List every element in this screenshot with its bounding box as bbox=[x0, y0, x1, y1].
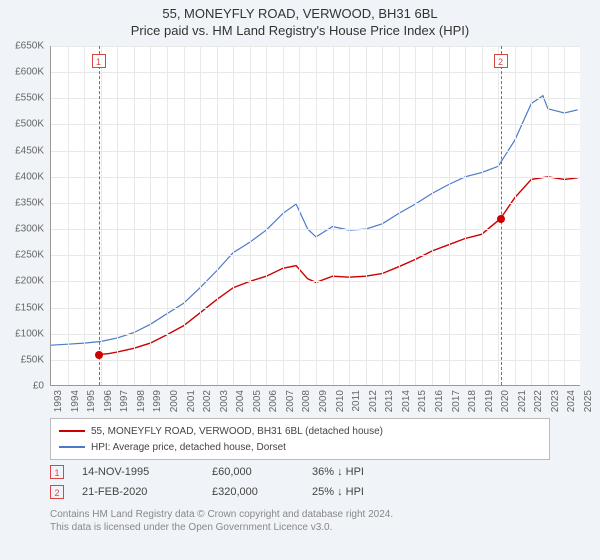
ytick-label: £150K bbox=[0, 302, 44, 313]
xtick-label: 2013 bbox=[384, 390, 395, 412]
xtick-label: 2020 bbox=[500, 390, 511, 412]
xtick-label: 2024 bbox=[566, 390, 577, 412]
xtick-label: 2022 bbox=[533, 390, 544, 412]
xtick-label: 2004 bbox=[235, 390, 246, 412]
title-subtitle: Price paid vs. HM Land Registry's House … bbox=[0, 23, 600, 38]
xtick-label: 2005 bbox=[252, 390, 263, 412]
ytick-label: £650K bbox=[0, 41, 44, 52]
xtick-label: 2003 bbox=[219, 390, 230, 412]
attribution: Contains HM Land Registry data © Crown c… bbox=[50, 508, 393, 534]
sale-diff: 36% ↓ HPI bbox=[312, 466, 422, 478]
xtick-label: 2002 bbox=[202, 390, 213, 412]
xtick-label: 2008 bbox=[301, 390, 312, 412]
xtick-label: 1998 bbox=[136, 390, 147, 412]
xtick-label: 2006 bbox=[268, 390, 279, 412]
marker-box-1: 1 bbox=[92, 54, 106, 68]
ytick-label: £0 bbox=[0, 381, 44, 392]
legend: 55, MONEYFLY ROAD, VERWOOD, BH31 6BL (de… bbox=[50, 418, 550, 460]
xtick-label: 1993 bbox=[53, 390, 64, 412]
sale-diff: 25% ↓ HPI bbox=[312, 486, 422, 498]
xtick-label: 2012 bbox=[368, 390, 379, 412]
xtick-label: 2009 bbox=[318, 390, 329, 412]
xtick-label: 2017 bbox=[451, 390, 462, 412]
legend-label-price-paid: 55, MONEYFLY ROAD, VERWOOD, BH31 6BL (de… bbox=[91, 426, 383, 437]
xtick-label: 2010 bbox=[335, 390, 346, 412]
xtick-label: 2019 bbox=[484, 390, 495, 412]
attribution-line1: Contains HM Land Registry data © Crown c… bbox=[50, 508, 393, 521]
ytick-label: £300K bbox=[0, 224, 44, 235]
xtick-label: 1999 bbox=[152, 390, 163, 412]
legend-swatch-hpi bbox=[59, 446, 85, 448]
xtick-label: 2023 bbox=[550, 390, 561, 412]
xtick-label: 2016 bbox=[434, 390, 445, 412]
legend-label-hpi: HPI: Average price, detached house, Dors… bbox=[91, 442, 286, 453]
ytick-label: £500K bbox=[0, 119, 44, 130]
plot-background: 12 bbox=[50, 46, 580, 386]
xtick-label: 2000 bbox=[169, 390, 180, 412]
sale-date: 14-NOV-1995 bbox=[82, 466, 212, 478]
title-address: 55, MONEYFLY ROAD, VERWOOD, BH31 6BL bbox=[0, 6, 600, 21]
sales-table: 1 14-NOV-1995 £60,000 36% ↓ HPI 2 21-FEB… bbox=[50, 462, 422, 502]
chart-titles: 55, MONEYFLY ROAD, VERWOOD, BH31 6BL Pri… bbox=[0, 0, 600, 40]
legend-row: 55, MONEYFLY ROAD, VERWOOD, BH31 6BL (de… bbox=[59, 423, 541, 439]
ytick-label: £550K bbox=[0, 93, 44, 104]
attribution-line2: This data is licensed under the Open Gov… bbox=[50, 521, 393, 534]
xtick-label: 1994 bbox=[70, 390, 81, 412]
ytick-label: £100K bbox=[0, 328, 44, 339]
xtick-label: 2001 bbox=[186, 390, 197, 412]
ytick-label: £200K bbox=[0, 276, 44, 287]
sale-marker-2: 2 bbox=[50, 485, 64, 499]
sale-marker-1: 1 bbox=[50, 465, 64, 479]
ytick-label: £400K bbox=[0, 171, 44, 182]
xtick-label: 2014 bbox=[401, 390, 412, 412]
xtick-label: 1995 bbox=[86, 390, 97, 412]
ytick-label: £450K bbox=[0, 145, 44, 156]
plot-area: 12 £0£50K£100K£150K£200K£250K£300K£350K£… bbox=[50, 46, 580, 386]
sale-point-dot bbox=[95, 351, 103, 359]
xtick-label: 1996 bbox=[103, 390, 114, 412]
sale-row: 1 14-NOV-1995 £60,000 36% ↓ HPI bbox=[50, 462, 422, 482]
sale-date: 21-FEB-2020 bbox=[82, 486, 212, 498]
ytick-label: £50K bbox=[0, 354, 44, 365]
ytick-label: £350K bbox=[0, 197, 44, 208]
xtick-label: 2021 bbox=[517, 390, 528, 412]
xtick-label: 2018 bbox=[467, 390, 478, 412]
legend-swatch-price-paid bbox=[59, 430, 85, 432]
xtick-label: 2025 bbox=[583, 390, 594, 412]
ytick-label: £250K bbox=[0, 250, 44, 261]
xtick-label: 2015 bbox=[417, 390, 428, 412]
chart-container: 55, MONEYFLY ROAD, VERWOOD, BH31 6BL Pri… bbox=[0, 0, 600, 560]
xtick-label: 2007 bbox=[285, 390, 296, 412]
xtick-label: 1997 bbox=[119, 390, 130, 412]
marker-box-2: 2 bbox=[494, 54, 508, 68]
sale-price: £60,000 bbox=[212, 466, 312, 478]
legend-row: HPI: Average price, detached house, Dors… bbox=[59, 439, 541, 455]
sale-price: £320,000 bbox=[212, 486, 312, 498]
sale-point-dot bbox=[497, 215, 505, 223]
xtick-label: 2011 bbox=[351, 390, 362, 412]
sale-row: 2 21-FEB-2020 £320,000 25% ↓ HPI bbox=[50, 482, 422, 502]
ytick-label: £600K bbox=[0, 67, 44, 78]
